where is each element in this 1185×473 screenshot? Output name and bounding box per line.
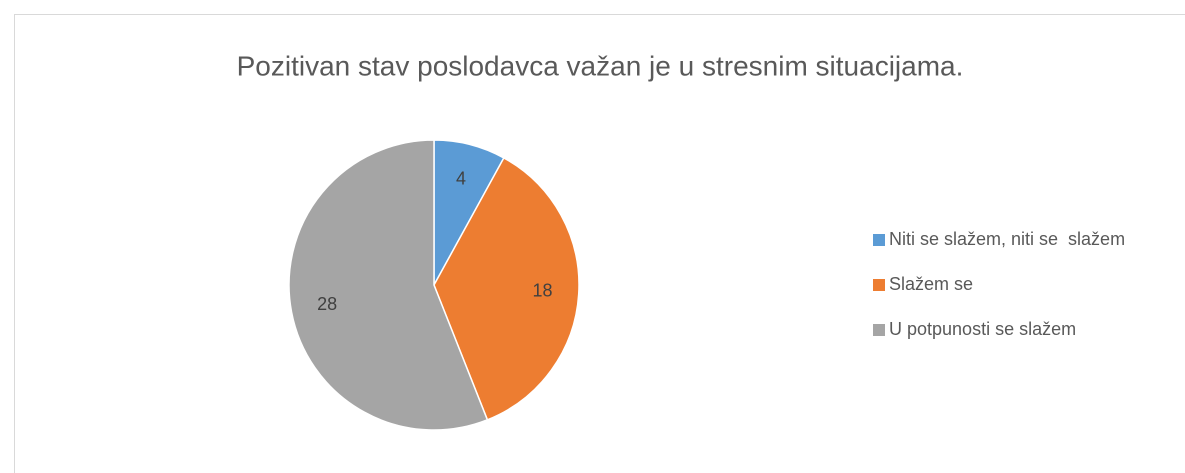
legend-label: U potpunosti se slažem bbox=[889, 319, 1076, 339]
data-label: 4 bbox=[456, 168, 466, 188]
data-label: 28 bbox=[317, 294, 337, 314]
data-label: 18 bbox=[533, 281, 553, 301]
legend-swatch bbox=[873, 279, 885, 291]
legend-label: Slažem se bbox=[889, 274, 973, 294]
legend-label: Niti se slažem, niti se slažem bbox=[889, 229, 1125, 249]
pie-slice bbox=[288, 139, 489, 431]
chart-title: Pozitivan stav poslodavca važan je u str… bbox=[237, 50, 964, 81]
legend-swatch bbox=[873, 234, 885, 246]
chart-border bbox=[14, 14, 1185, 473]
legend-swatch bbox=[873, 324, 885, 336]
pie-slice bbox=[433, 156, 580, 421]
